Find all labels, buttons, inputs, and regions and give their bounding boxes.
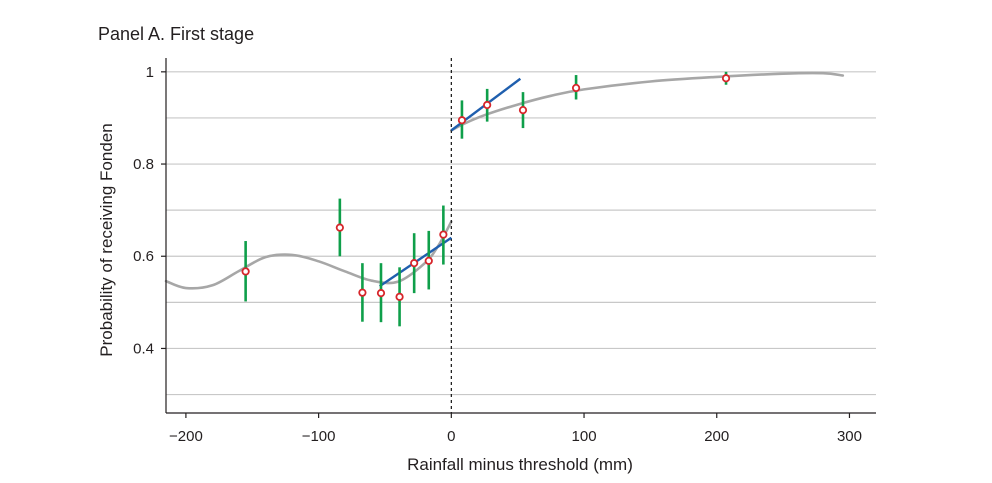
y-tick-label: 0.6	[133, 248, 154, 265]
x-tick-label: −100	[302, 428, 336, 445]
data-point	[335, 223, 344, 232]
data-point	[483, 100, 492, 110]
data-point	[395, 292, 404, 301]
data-point	[518, 105, 528, 115]
x-axis-label: Rainfall minus threshold (mm)	[407, 455, 633, 474]
y-tick-label: 0.8	[133, 156, 154, 173]
polynomial-fit-curve	[164, 71, 845, 290]
x-tick-label: 100	[572, 428, 597, 445]
tick-labels: −200 −100 0 100 200 300 0.4 0.6 0.8 1	[133, 64, 862, 445]
data-point	[721, 74, 731, 83]
data-point	[457, 116, 467, 125]
data-point	[376, 289, 386, 298]
x-tick-label: 0	[447, 428, 455, 445]
polynomial-fit-segment	[164, 220, 453, 290]
polynomial-fit-segment	[450, 71, 845, 132]
data-point	[571, 83, 581, 93]
x-tick-label: 300	[837, 428, 862, 445]
gridlines	[166, 71, 876, 396]
y-tick-label: 1	[146, 64, 154, 81]
data-point	[439, 230, 448, 239]
y-tick-label: 0.4	[133, 340, 154, 357]
x-tick-label: −200	[169, 428, 203, 445]
panel-title: Panel A. First stage	[98, 24, 254, 44]
axes	[165, 58, 876, 414]
data-points	[241, 71, 731, 327]
y-axis-label: Probability of receiving Fonden	[97, 123, 116, 356]
data-point	[358, 288, 367, 297]
data-point	[241, 267, 250, 276]
data-point	[424, 256, 433, 265]
x-tick-label: 200	[704, 428, 729, 445]
data-point	[410, 259, 419, 268]
